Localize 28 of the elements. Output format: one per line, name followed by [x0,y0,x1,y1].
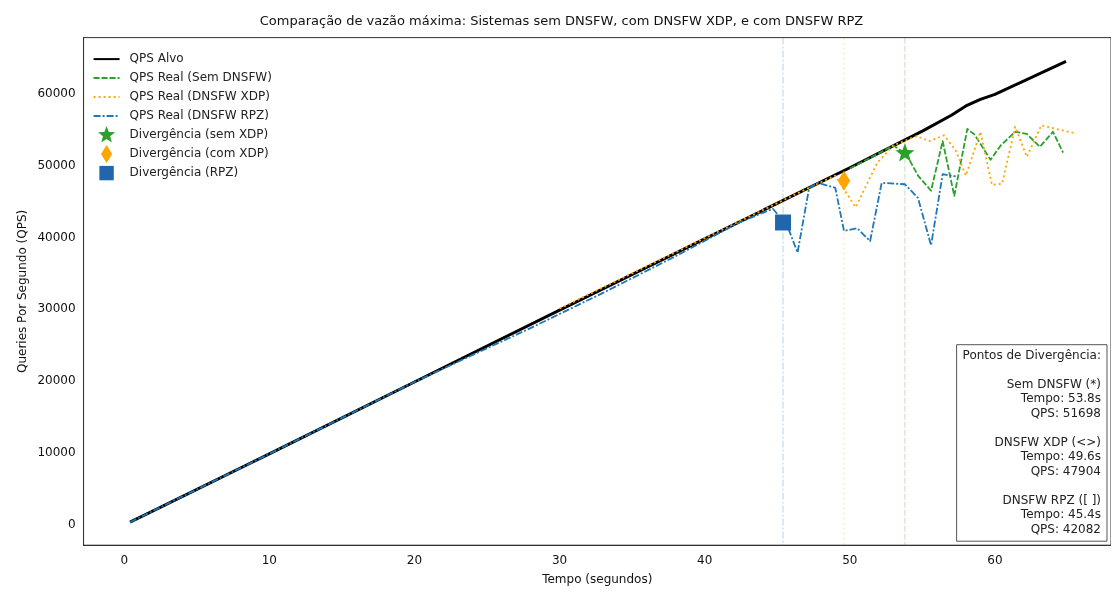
x-tick-label: 10 [261,552,277,567]
y-tick-label: 60000 [37,85,76,100]
point [895,143,915,162]
legend-label: QPS Real (DNSFW XDP) [129,89,270,104]
legend-label: QPS Real (DNSFW RPZ) [129,108,269,123]
legend-label: QPS Real (Sem DNSFW) [129,70,272,85]
x-tick-label: 40 [697,552,713,567]
legend-label: Divergência (com XDP) [129,146,269,161]
y-tick-label: 0 [67,517,76,532]
text: Pontos de Divergência: Sem DNSFW (*) Tempo: 53.8s QPS: 51698 DNSFW XDP (<>) Tempo: 49.6s QPS: 47904 DNSFW RPZ ([ ]) Tempo: 45.4s QPS: 42082 [962,347,1101,536]
y-tick-label: 10000 [37,445,76,460]
legend-label: Divergência (sem XDP) [129,127,269,142]
point [775,214,792,231]
line-series [558,124,1076,310]
x-tick-label: 0 [120,552,129,567]
y-tick-label: 30000 [37,301,76,316]
chart-title: Comparação de vazão máxima: Sistemas sem DNSFW, com DNSFW XDP, e com DNSFW RPZ [259,13,864,29]
x-tick-label: 50 [842,552,858,567]
y-tick-label: 40000 [37,229,76,244]
legend-label: Divergência (RPZ) [129,165,239,180]
legend-label: QPS Alvo [129,51,184,66]
x-tick-label: 60 [987,552,1003,567]
y-tick-label: 50000 [37,157,76,172]
y-axis-title: Queries Por Segundo (QPS) [15,209,30,374]
x-axis-title: Tempo (segundos) [541,571,653,586]
x-tick-label: 30 [551,552,568,567]
y-tick-label: 20000 [37,373,76,388]
x-tick-label: 20 [406,552,423,567]
